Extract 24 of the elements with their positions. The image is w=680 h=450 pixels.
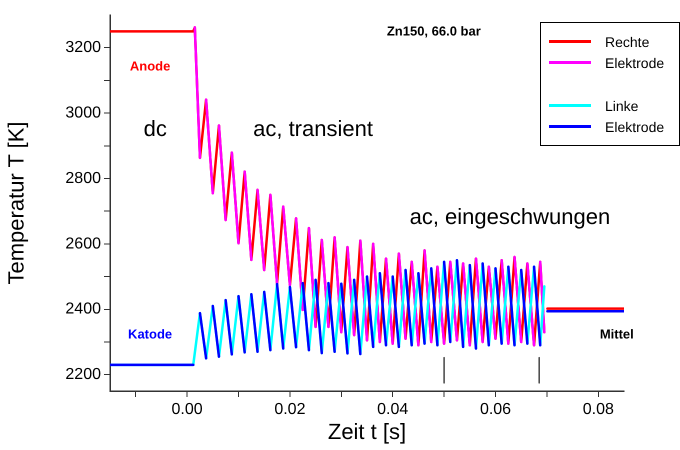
legend-label: Elektrode (605, 54, 664, 70)
x-tick-label: 0.06 (480, 401, 512, 418)
annotation: Zn150, 66.0 bar (386, 24, 481, 38)
annotation: Katode (128, 326, 172, 342)
annotation: Anode (130, 58, 170, 74)
annotation: dc (144, 116, 167, 142)
x-tick-label: 0.00 (172, 401, 203, 418)
annotation: ac, eingeschwungen (410, 204, 610, 230)
y-tick-label: 3200 (65, 39, 102, 56)
y-tick-label: 2800 (65, 170, 102, 187)
annotation: ac, transient (253, 116, 373, 142)
y-tick-label: 2200 (65, 366, 102, 384)
x-tick-label: 0.08 (582, 401, 614, 418)
x-tick-label: 0.02 (274, 401, 306, 418)
y-axis-title: Temperatur T [K] (3, 121, 28, 285)
x-tick-label: 0.04 (377, 401, 408, 418)
legend-label: Rechte (605, 34, 650, 50)
annotation: Mittel (600, 326, 634, 342)
legend-label: Elektrode (605, 118, 664, 134)
legend-label: Linke (605, 98, 638, 114)
y-tick-label: 2400 (65, 300, 102, 318)
y-tick-label: 2600 (65, 235, 102, 252)
x-axis-title: Zeit t [s] (328, 418, 406, 444)
y-tick-label: 3000 (65, 104, 102, 122)
